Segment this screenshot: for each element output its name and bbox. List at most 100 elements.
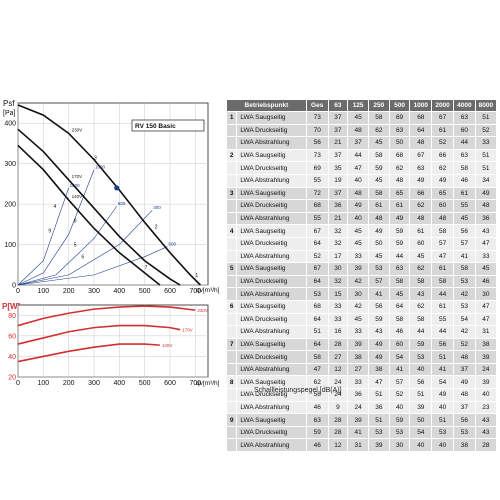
row-label: LWA Saugseitig [236,148,307,162]
power-y-tick-label: 60 [8,333,16,340]
table-cell: 66 [431,148,454,162]
table-cell: 51 [474,148,496,162]
table-cell: 55 [305,173,329,188]
power-curve-label: 170V [182,328,193,333]
row-label: LWA Abstrahlung [236,325,307,339]
column-header: 2000 [431,100,454,112]
pressure-curve-label: 230V [72,127,83,132]
operating-point-number [225,136,237,150]
pressure-y-tick-label: 400 [4,121,16,128]
table-cell: 48 [347,186,369,200]
table-cell: 45 [347,236,369,251]
power-tick-labels: 0 100 200 300 400 500 600 700 20 40 60 80 [8,313,201,387]
pressure-y-tick-label: 300 [4,161,16,168]
table-cell: 48 [409,211,432,225]
table-cell: 30 [347,287,369,301]
table-cell: 67 [305,224,329,238]
table-cell: 49 [409,173,432,188]
table-cell: 51 [409,388,432,402]
row-label: LWA Druckseitig [236,236,307,251]
table-cell: 36 [347,388,369,402]
system-curve [17,169,95,286]
fan-pressure-curves: 230V 170V 140V [17,104,201,286]
table-row: LWA Druckseitig 64 32 42 57 58 58 58 53 46 [225,274,496,288]
table-cell: 41 [431,362,454,376]
power-curves: 230V 170V 140V [17,305,208,363]
table-cell: 43 [409,287,432,301]
table-cell: 49 [431,388,454,402]
table-row: LWA Druckseitig 64 33 45 59 58 58 55 54 47 [225,312,496,326]
table-cell: 32 [327,274,348,288]
operating-point-label: 6 [81,255,84,261]
table-cell: 52 [305,249,329,263]
table-cell: 51 [474,161,496,175]
row-label: LWA Druckseitig [236,350,307,364]
operating-point-number [225,123,237,137]
table-cell: 61 [431,123,454,137]
table-cell: 61 [431,299,454,313]
table-cell: 30 [474,287,496,301]
table-row: LWA Abstrahlung 51 16 33 43 46 44 44 42 31 [225,325,496,339]
table-cell: 53 [367,425,390,439]
table-cell: 12 [327,362,348,376]
table-cell: 49 [347,199,369,213]
pressure-curve-line [17,128,181,286]
table-cell: 27 [327,350,348,364]
table-cell: 53 [452,425,476,439]
table-cell: 62 [388,161,410,175]
column-header: Betriebspunkt [226,100,307,112]
table-cell: 64 [305,236,329,251]
table-cell: 52 [388,388,410,402]
table-cell: 62 [409,262,432,276]
table-cell: 66 [409,186,432,200]
table-row: 1 LWA Saugseitig 73 37 45 58 69 68 67 63 51 [225,111,496,125]
table-cell: 43 [474,224,496,238]
operating-point-number [225,362,237,376]
row-label: LWA Druckseitig [236,161,307,175]
operating-point-number [225,438,237,452]
sound-power-table: Betriebspunkt Ges 63 125 250 500 1000 20… [225,100,496,452]
table-cell: 37 [327,148,348,162]
table-cell: 44 [409,325,432,339]
table-cell: 58 [367,111,390,125]
table-cell: 24 [327,388,348,402]
table-cell: 45 [347,224,369,238]
pressure-axis-unit: [Pa] [3,110,16,117]
table-cell: 63 [409,161,432,175]
row-label: LWA Saugseitig [236,375,307,389]
table-cell: 41 [452,249,476,263]
pressure-curve-label: 140V [72,194,83,199]
table-cell: 49 [452,375,476,389]
system-curve [17,187,69,286]
table-row: 7 LWA Saugseitig 64 28 39 49 60 59 56 52 38 [225,337,496,351]
table-cell: 67 [305,262,329,276]
table-cell: 59 [367,161,390,175]
table-cell: 53 [452,299,476,313]
table-cell: 59 [409,337,432,351]
table-cell: 58 [388,312,410,326]
table-cell: 28 [327,337,348,351]
table-cell: 40 [474,388,496,402]
table-cell: 57 [367,274,390,288]
table-cell: 16 [327,325,348,339]
table-cell: 42 [452,287,476,301]
table-cell: 73 [305,111,329,125]
operating-point-number [225,312,237,326]
power-x-tick-label: 500 [139,380,151,387]
row-label: LWA Abstrahlung [236,400,307,414]
table-cell: 56 [305,136,329,150]
table-cell: 53 [388,425,410,439]
table-cell: 50 [367,236,390,251]
system-curve-label: 500 [168,242,176,247]
table-cell: 46 [452,173,476,188]
table-cell: 49 [367,224,390,238]
table-cell: 47 [474,312,496,326]
table-cell: 62 [409,299,432,313]
table-cell: 53 [431,425,454,439]
table-cell: 46 [388,325,410,339]
table-cell: 72 [305,186,329,200]
table-cell: 49 [431,173,454,188]
table-cell: 40 [388,400,410,414]
table-cell: 48 [367,211,390,225]
